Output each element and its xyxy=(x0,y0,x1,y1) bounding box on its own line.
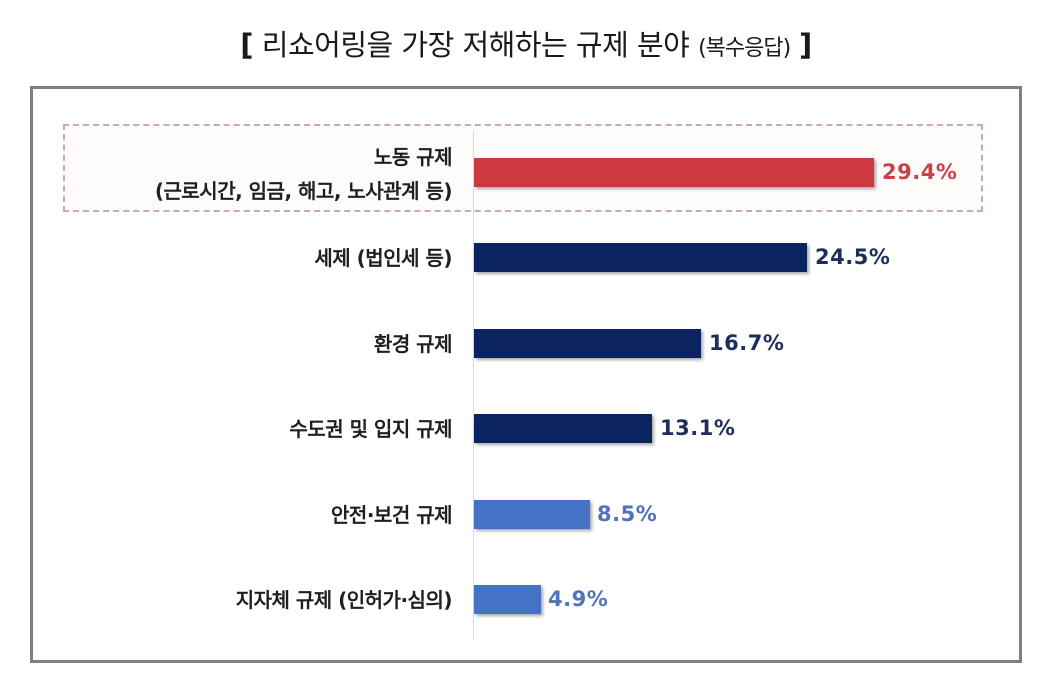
bar-row-labor: 노동 규제 (근로시간, 임금, 해고, 노사관계 등) 29.4% xyxy=(0,142,1052,203)
bar-row-environment: 환경 규제 16.7% xyxy=(0,314,1052,374)
value-label: 24.5% xyxy=(815,245,891,269)
bar-row-location: 수도권 및 입지 규제 13.1% xyxy=(0,399,1052,459)
bar xyxy=(474,585,541,614)
bar xyxy=(474,500,590,529)
bar-row-tax: 세제 (법인세 등) 24.5% xyxy=(0,228,1052,288)
bar-row-safety: 안전·보건 규제 8.5% xyxy=(0,485,1052,545)
title-subtitle: (복수응답) xyxy=(698,36,791,61)
category-label: 노동 규제 (근로시간, 임금, 해고, 노사관계 등) xyxy=(154,140,453,208)
category-label-line2: (근로시간, 임금, 해고, 노사관계 등) xyxy=(154,179,453,203)
category-label: 안전·보건 규제 xyxy=(331,503,452,527)
value-label: 29.4% xyxy=(882,160,958,184)
category-label: 지자체 규제 (인허가·심의) xyxy=(235,588,453,612)
bar xyxy=(474,329,701,358)
value-label: 13.1% xyxy=(660,416,736,440)
title-close-bracket: ] xyxy=(798,28,812,62)
bar-row-local-government: 지자체 규제 (인허가·심의) 4.9% xyxy=(0,570,1052,630)
value-label: 8.5% xyxy=(597,502,658,526)
bar xyxy=(474,158,874,187)
category-label: 환경 규제 xyxy=(373,332,453,356)
title-main: 리쇼어링을 가장 저해하는 규제 분야 xyxy=(261,28,690,62)
title-open-bracket: [ xyxy=(240,28,254,62)
category-label: 세제 (법인세 등) xyxy=(314,246,452,270)
category-label-line1: 노동 규제 xyxy=(373,145,453,169)
chart-title: [ 리쇼어링을 가장 저해하는 규제 분야 (복수응답) ] xyxy=(0,22,1052,64)
category-label: 수도권 및 입지 규제 xyxy=(289,417,452,441)
bar xyxy=(474,243,807,272)
value-label: 4.9% xyxy=(548,587,609,611)
category-axis-line xyxy=(473,130,474,640)
value-label: 16.7% xyxy=(709,331,785,355)
bar xyxy=(474,414,652,443)
